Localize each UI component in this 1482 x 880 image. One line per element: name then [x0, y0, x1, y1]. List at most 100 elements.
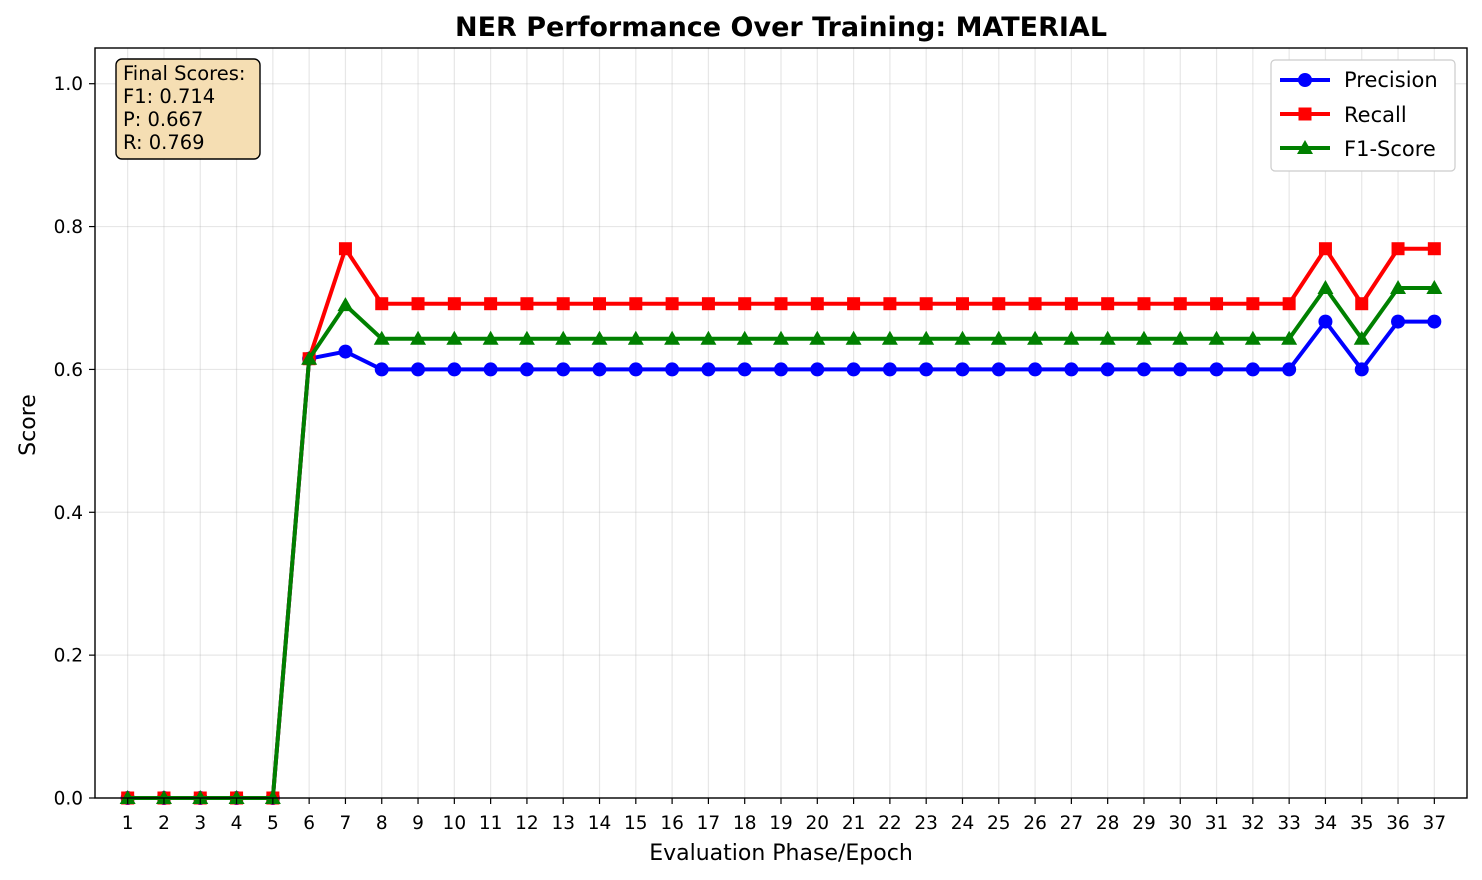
- x-tick-label: 34: [1314, 813, 1338, 834]
- data-point-recall: [447, 297, 461, 311]
- data-point-recall: [1137, 297, 1151, 311]
- x-tick-label: 9: [412, 813, 424, 834]
- data-point-f1-score: [736, 330, 753, 345]
- data-point-recall: [1427, 242, 1441, 256]
- y-tick-label: 0.2: [54, 646, 83, 667]
- x-tick-label: 30: [1168, 813, 1192, 834]
- data-point-f1-score: [1099, 330, 1116, 345]
- x-tick-label: 32: [1241, 813, 1265, 834]
- x-tick-label: 31: [1205, 813, 1229, 834]
- x-tick-label: 5: [267, 813, 279, 834]
- x-tick-label: 15: [624, 813, 648, 834]
- data-point-f1-score: [155, 790, 172, 804]
- data-point-precision: [1354, 362, 1369, 377]
- data-point-f1-score: [1353, 330, 1370, 345]
- data-point-f1-score: [1317, 280, 1334, 294]
- data-point-f1-score: [1027, 330, 1044, 345]
- data-point-precision: [955, 362, 970, 377]
- data-point-f1-score: [1135, 330, 1152, 345]
- data-point-precision: [774, 362, 788, 377]
- data-point-precision: [810, 362, 825, 377]
- legend-label-f1-score: F1-Score: [1344, 137, 1436, 161]
- data-point-recall: [810, 297, 824, 311]
- data-point-precision: [1318, 314, 1333, 329]
- data-point-recall: [738, 297, 752, 311]
- data-point-precision: [701, 362, 716, 377]
- x-tick-label: 4: [231, 813, 243, 834]
- series-f1-score: [119, 280, 1443, 804]
- x-tick-label: 24: [951, 813, 975, 834]
- x-tick-label: 2: [158, 813, 170, 834]
- data-point-f1-score: [1172, 330, 1189, 345]
- data-point-recall: [1391, 242, 1405, 256]
- x-tick-label: 22: [878, 813, 902, 834]
- data-point-recall: [556, 297, 570, 311]
- data-point-recall: [955, 297, 969, 311]
- y-axis-label: Score: [16, 394, 41, 456]
- x-tick-label: 29: [1132, 813, 1156, 834]
- data-point-f1-score: [555, 330, 572, 345]
- data-point-f1-score: [809, 330, 826, 345]
- series-layer: [119, 242, 1443, 805]
- data-point-precision: [483, 362, 498, 377]
- y-tick-label: 0.6: [54, 360, 83, 381]
- annotation-background: [115, 58, 261, 160]
- data-point-f1-score: [990, 330, 1007, 345]
- data-point-recall: [1064, 297, 1078, 311]
- data-point-precision: [556, 362, 571, 377]
- legend-marker-recall: [1298, 107, 1312, 121]
- data-point-f1-score: [918, 330, 935, 345]
- legend-markers: [1280, 73, 1330, 154]
- x-tick-label: 35: [1350, 813, 1374, 834]
- data-point-f1-score: [664, 330, 681, 345]
- x-tick-label: 21: [842, 813, 866, 834]
- data-point-precision: [1064, 362, 1079, 377]
- data-point-recall: [847, 297, 861, 311]
- x-tick-label: 10: [443, 813, 467, 834]
- data-point-precision: [1136, 362, 1151, 377]
- x-tick-label: 18: [733, 813, 757, 834]
- data-point-f1-score: [337, 297, 354, 312]
- data-point-recall: [1210, 297, 1224, 311]
- x-tick-label: 16: [660, 813, 684, 834]
- data-point-recall: [1355, 297, 1369, 311]
- data-point-f1-score: [773, 330, 789, 345]
- data-point-f1-score: [627, 330, 644, 345]
- data-point-precision: [737, 362, 752, 377]
- data-point-precision: [1028, 362, 1043, 377]
- x-tick-label: 23: [914, 813, 938, 834]
- data-point-recall: [629, 297, 643, 311]
- data-point-precision: [447, 362, 462, 377]
- data-point-f1-score: [373, 330, 390, 345]
- data-point-f1-score: [518, 330, 535, 345]
- data-point-f1-score: [1426, 280, 1443, 294]
- data-point-recall: [919, 297, 933, 311]
- data-point-recall: [992, 297, 1006, 311]
- data-point-f1-score: [301, 350, 318, 365]
- data-point-precision: [991, 362, 1006, 377]
- data-point-f1-score: [1063, 330, 1080, 345]
- legend-marker-precision: [1298, 73, 1312, 87]
- x-tick-label: 26: [1023, 813, 1047, 834]
- x-tick-label: 6: [303, 813, 315, 834]
- data-point-f1-score: [954, 330, 971, 345]
- data-point-recall: [484, 297, 498, 311]
- data-point-recall: [665, 297, 679, 311]
- data-point-f1-score: [410, 330, 427, 345]
- data-point-recall: [338, 242, 352, 256]
- data-point-recall: [1246, 297, 1260, 311]
- x-tick-label: 27: [1060, 813, 1084, 834]
- data-point-recall: [701, 297, 715, 311]
- data-point-precision: [1100, 362, 1115, 377]
- ticks: 1 2 3 4 5 6 7 8 9 10 11 12 13 14 15 16 17 18 19 20 21 22 23 24 2…: [54, 74, 1447, 834]
- annotation-line: Final Scores:: [123, 62, 245, 85]
- data-point-precision: [628, 362, 643, 377]
- data-point-f1-score: [119, 790, 136, 804]
- data-point-precision: [919, 362, 934, 377]
- data-point-f1-score: [264, 790, 281, 804]
- x-tick-label: 20: [806, 813, 830, 834]
- data-point-precision: [338, 344, 353, 359]
- legend-frame: [1270, 59, 1456, 172]
- data-point-f1-score: [591, 330, 608, 345]
